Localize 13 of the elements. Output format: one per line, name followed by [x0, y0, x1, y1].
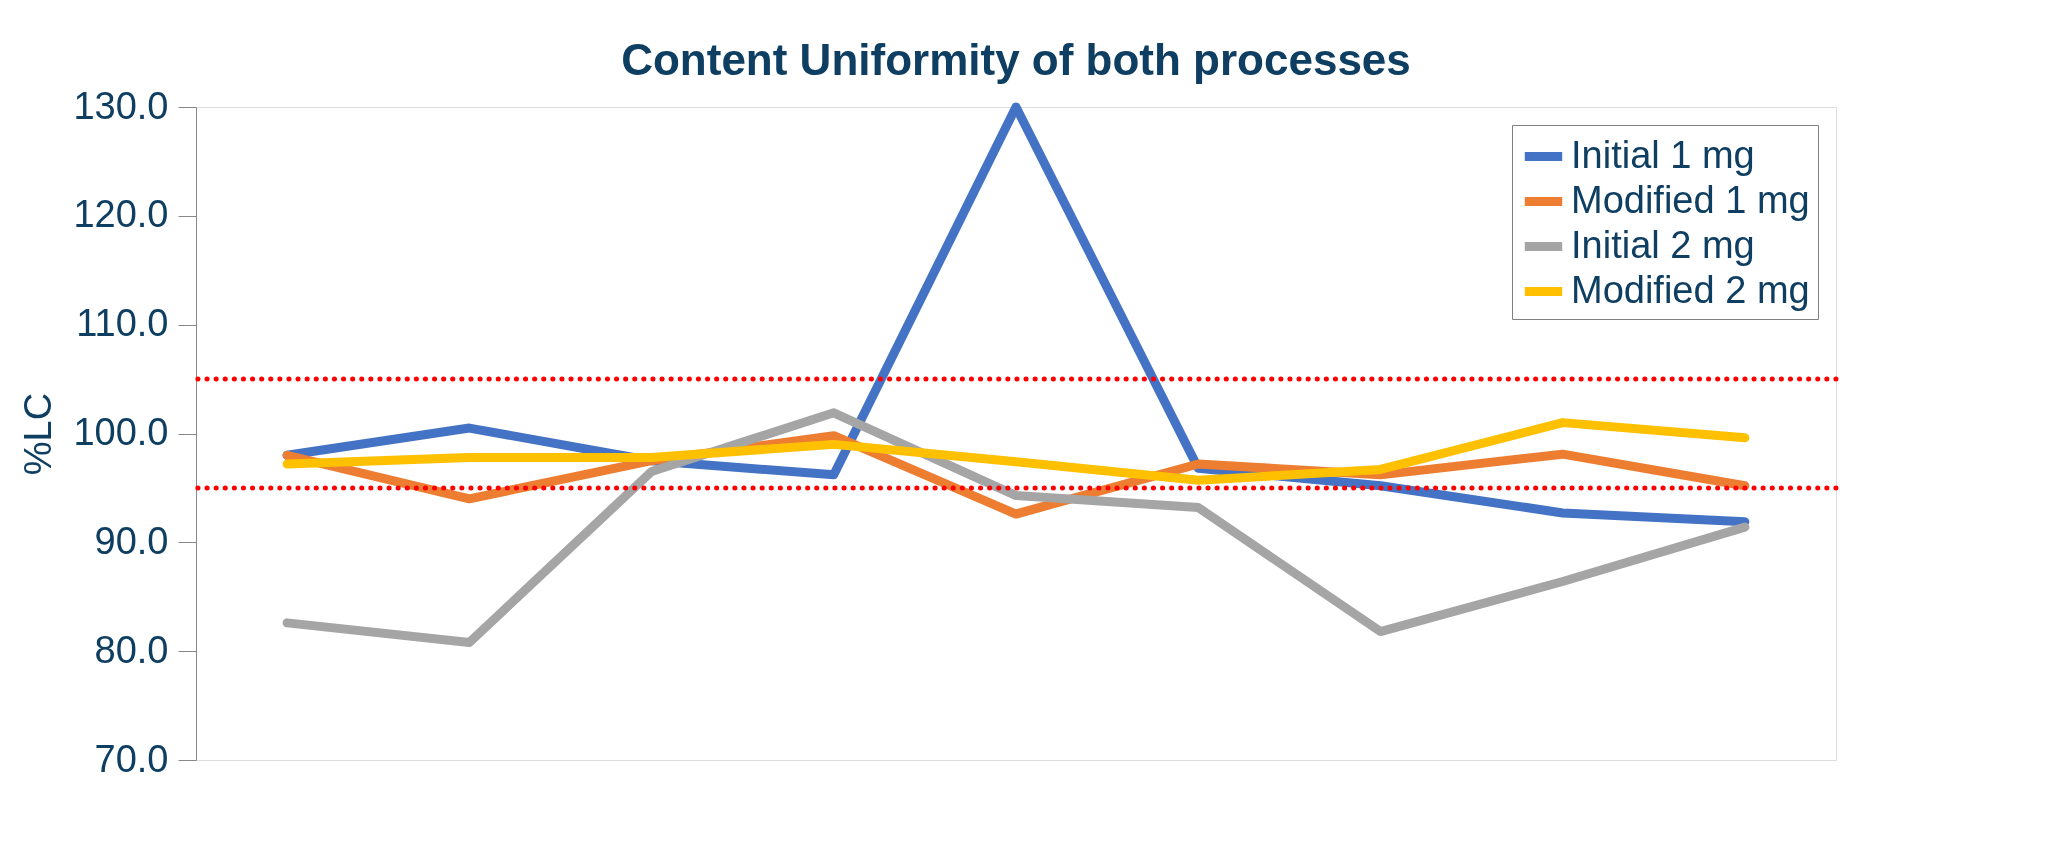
y-tick-label: 70.0 — [94, 737, 169, 780]
legend-label: Modified 2 mg — [1571, 268, 1810, 311]
legend-label: Initial 2 mg — [1571, 223, 1755, 266]
y-axis-title: %LC — [17, 392, 60, 476]
y-tick-label: 80.0 — [94, 628, 169, 671]
y-tick-label: 130.0 — [73, 84, 169, 127]
y-tick-label: 110.0 — [76, 302, 169, 345]
y-tick-label: 90.0 — [94, 519, 169, 562]
chart-title: Content Uniformity of both processes — [621, 35, 1411, 84]
legend-label: Modified 1 mg — [1571, 178, 1810, 221]
legend-label: Initial 1 mg — [1571, 133, 1755, 176]
y-tick-label: 120.0 — [73, 193, 169, 236]
y-tick-label: 100.0 — [73, 411, 169, 453]
